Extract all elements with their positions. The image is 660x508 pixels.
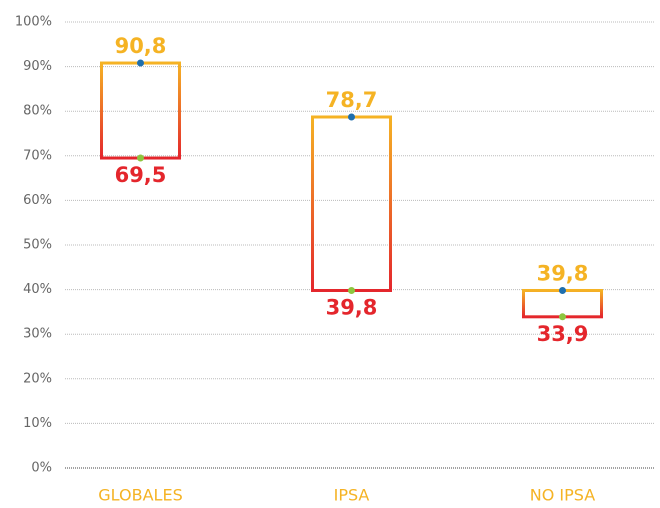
high-dot <box>137 59 144 67</box>
y-tick-label: 0% <box>31 461 52 476</box>
y-tick-label: 80% <box>23 104 52 119</box>
y-tick-label: 30% <box>23 327 52 342</box>
y-tick-label: 20% <box>23 371 52 386</box>
y-tick-label: 50% <box>23 238 52 253</box>
low-dot <box>137 154 144 162</box>
range-box <box>100 61 181 160</box>
high-dot <box>348 113 355 121</box>
low-dot <box>348 286 355 294</box>
y-tick-label: 10% <box>23 416 52 431</box>
y-tick-label: 100% <box>15 15 52 30</box>
high-dot <box>559 286 566 294</box>
range-box <box>311 115 392 292</box>
x-tick-label: IPSA <box>334 486 370 505</box>
range-box <box>522 288 603 319</box>
low-label: 39,8 <box>326 295 378 319</box>
x-tick-label: NO IPSA <box>530 486 595 505</box>
y-tick-label: 60% <box>23 193 52 208</box>
y-tick-label: 40% <box>23 282 52 297</box>
high-label: 78,7 <box>326 88 378 112</box>
high-label: 39,8 <box>537 261 589 285</box>
y-tick-label: 70% <box>23 148 52 163</box>
low-dot <box>559 313 566 321</box>
y-tick-label: 90% <box>23 59 52 74</box>
x-tick-label: GLOBALES <box>98 486 182 505</box>
low-label: 33,9 <box>537 322 589 346</box>
low-label: 69,5 <box>115 163 167 187</box>
high-label: 90,8 <box>115 34 167 58</box>
